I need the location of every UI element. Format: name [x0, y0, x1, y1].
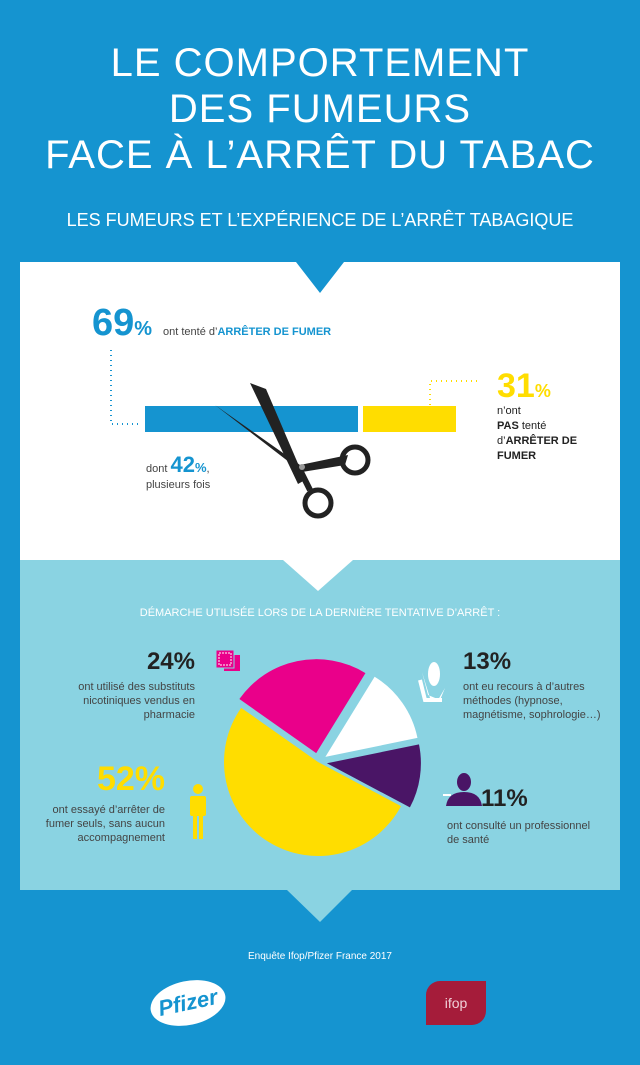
not-tried-label: n’ont PAS tenté d’ARRÊTER DE FUMER — [497, 405, 578, 462]
title-line: DES FUMEURS — [168, 87, 472, 131]
person-icon — [190, 784, 206, 839]
cut-cigarette — [110, 350, 480, 519]
ifop-logo: ifop — [426, 981, 486, 1025]
patch-icon — [215, 649, 240, 671]
label-24: 24% ont utilisé des substituts nicotiniq… — [78, 648, 195, 721]
pie-slice-11 — [326, 744, 421, 808]
doctor-icon — [443, 773, 482, 806]
method-heading: DÉMARCHE UTILISÉE LORS DE LA DERNIÈRE TE… — [139, 607, 501, 619]
arrow-down — [283, 560, 353, 591]
label-13: 13% ont eu recours à d’autres méthodes (… — [463, 648, 601, 721]
tried-label: ont tenté d’ARRÊTER DE FUMER — [163, 326, 332, 338]
scissors-icon — [215, 383, 371, 519]
subtitle: LES FUMEURS ET L’EXPÉRIENCE DE L’ARRÊT T… — [66, 210, 574, 230]
title-line: LE COMPORTEMENT — [110, 41, 530, 85]
arrow-down — [296, 262, 344, 293]
tried-stat: 69% — [92, 302, 153, 344]
source-note: Enquête Ifop/Pfizer France 2017 — [248, 951, 392, 962]
not-tried-bar — [363, 406, 456, 432]
pie-slice-13 — [325, 676, 418, 757]
tried-bar — [145, 406, 358, 432]
label-52: 52% ont essayé d’arrêter de fumer seuls,… — [45, 760, 165, 844]
not-tried-stat: 31% — [497, 367, 551, 405]
several-stat: dont 42%, plusieurs fois — [146, 452, 211, 491]
pie-slice-24 — [239, 659, 366, 754]
reflexology-hands-icon — [418, 662, 445, 702]
page-title: LE COMPORTEMENT DES FUMEURS FACE À L’ARR… — [0, 40, 640, 178]
arrow-down — [287, 890, 352, 922]
pie-slice-52 — [223, 707, 401, 856]
label-11: 11% ont consulté un professionnel de san… — [447, 785, 591, 846]
title-line: FACE À L’ARRÊT DU TABAC — [45, 133, 595, 177]
